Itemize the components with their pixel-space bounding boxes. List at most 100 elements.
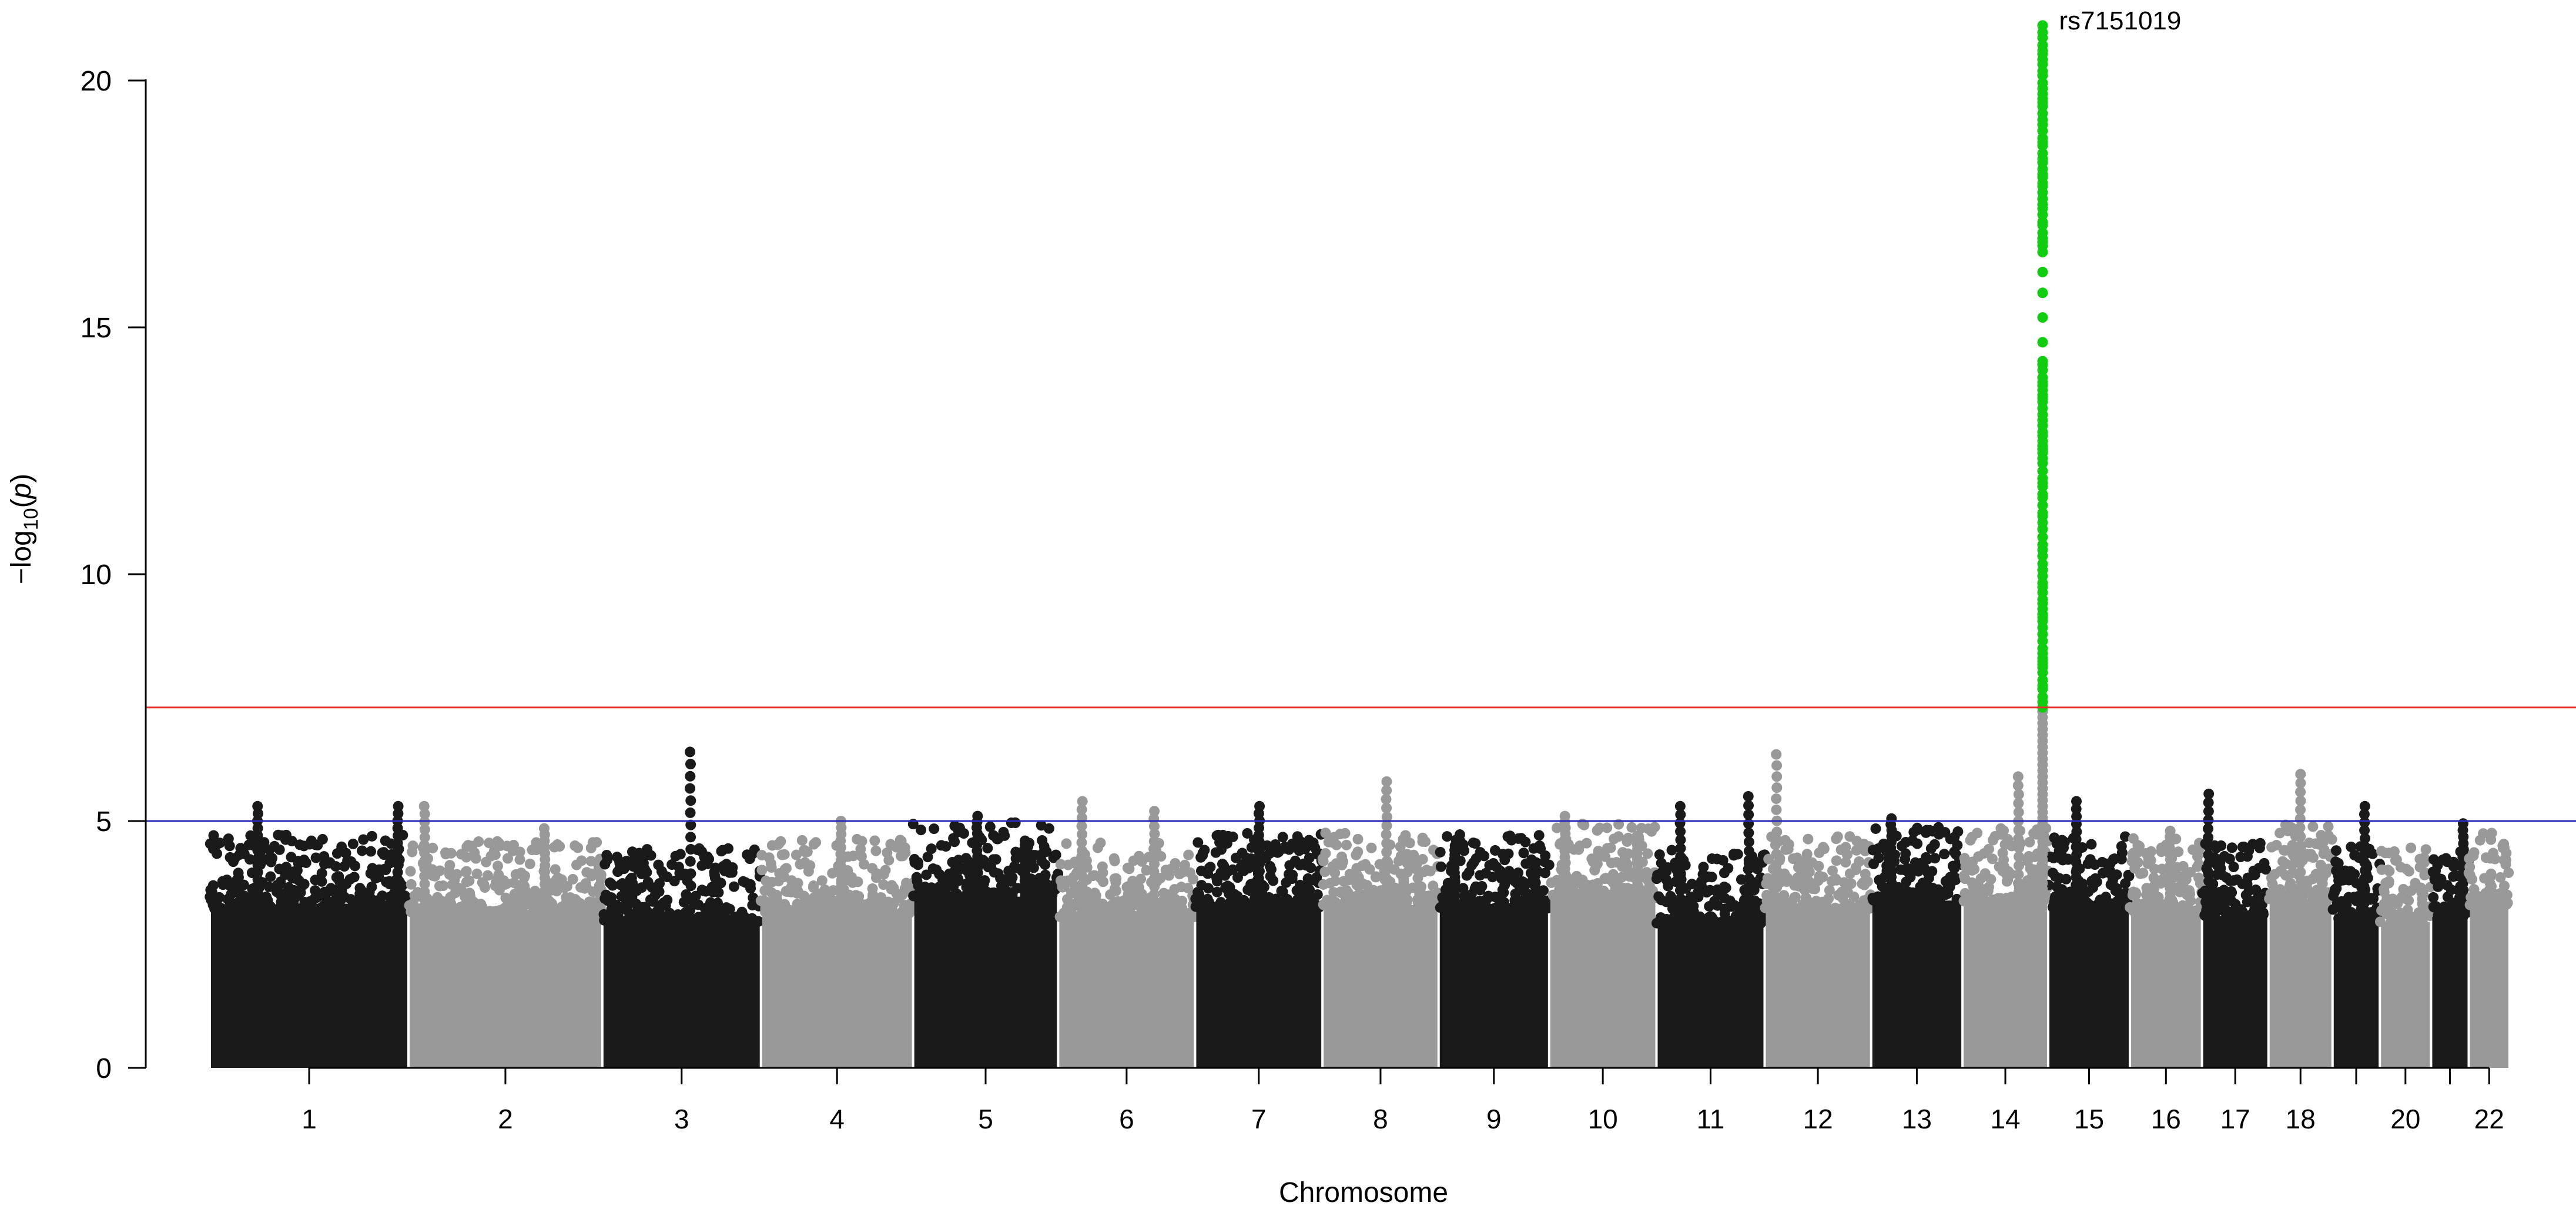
chromosome-13-points: [1867, 813, 1968, 1068]
snp-point: [1381, 900, 1392, 911]
snp-point: [579, 883, 591, 894]
snp-point: [2127, 890, 2138, 901]
snp-point: [538, 823, 550, 834]
snp-point: [1428, 880, 1439, 892]
snp-point: [1965, 835, 1976, 846]
snp-point: [1335, 829, 1346, 840]
snp-point: [601, 889, 612, 900]
snp-point: [1449, 840, 1460, 851]
snp-point: [1771, 782, 1783, 793]
snp-point: [621, 881, 632, 892]
snp-point: [205, 838, 216, 849]
snp-point: [1654, 849, 1665, 860]
snp-point: [877, 905, 889, 916]
snp-point: [482, 870, 493, 881]
snp-point: [1729, 900, 1740, 911]
snp-point: [419, 909, 430, 920]
snp-point: [1607, 869, 1619, 880]
snp-point: [1077, 829, 1088, 840]
snp-point: [2218, 885, 2229, 896]
snp-point: [2253, 889, 2264, 900]
snp-point: [1622, 892, 1633, 903]
snp-point: [1622, 865, 1633, 876]
snp-point: [1068, 887, 1080, 899]
snp-point: [2037, 356, 2048, 367]
snp-point: [1912, 822, 1923, 833]
snp-point: [696, 860, 708, 871]
snp-point: [1320, 848, 1331, 859]
snp-point: [1675, 902, 1686, 913]
snp-point: [208, 830, 219, 841]
snp-point: [444, 869, 455, 880]
snp-point: [2272, 891, 2283, 902]
snp-point: [1579, 819, 1590, 830]
snp-point: [2062, 853, 2073, 865]
snp-point: [238, 879, 249, 890]
chromosome-20-points: [2374, 842, 2436, 1068]
snp-point: [2480, 895, 2491, 906]
snp-point: [2001, 876, 2012, 887]
snp-point: [207, 897, 219, 909]
snp-point: [1395, 841, 1406, 852]
chromosome-11-points: [1651, 791, 1770, 1068]
snp-point: [2037, 558, 2048, 570]
snp-point: [1761, 890, 1773, 901]
snp-point: [1655, 912, 1666, 923]
snp-point: [1058, 907, 1070, 919]
snp-point: [2071, 856, 2082, 867]
x-tick-label: 13: [1902, 1104, 1932, 1134]
snp-point: [1264, 860, 1275, 872]
snp-point: [451, 869, 463, 880]
snp-point: [1754, 913, 1766, 924]
snp-point: [1076, 837, 1087, 848]
snp-point: [440, 847, 451, 858]
snp-point: [224, 840, 235, 852]
snp-point: [468, 850, 479, 862]
snp-point: [1435, 902, 1446, 913]
snp-point: [950, 865, 961, 876]
snp-point: [514, 846, 525, 857]
snp-point: [2286, 860, 2297, 871]
snp-point: [283, 882, 294, 893]
snp-point: [310, 852, 321, 863]
snp-point: [1790, 892, 1801, 903]
chromosome-13-dense-band: [1872, 900, 1962, 1068]
chromosome-9-dense-band: [1439, 908, 1548, 1068]
snp-point: [2490, 896, 2501, 907]
snp-point: [1465, 895, 1476, 906]
snp-point: [1729, 849, 1740, 860]
snp-point: [685, 746, 696, 758]
snp-point: [1675, 893, 1686, 905]
snp-point: [1552, 822, 1563, 833]
snp-point: [856, 851, 867, 862]
snp-point: [1463, 867, 1475, 878]
snp-point: [2203, 893, 2215, 904]
snp-point: [666, 917, 677, 928]
chromosome-3-dense-band: [603, 922, 760, 1068]
snp-point: [571, 859, 582, 870]
snp-point: [2119, 831, 2131, 842]
snp-point: [2295, 795, 2306, 806]
chromosome-6-points: [1054, 796, 1200, 1068]
snp-point: [922, 852, 933, 863]
snp-point: [419, 886, 430, 897]
snp-point: [873, 895, 884, 906]
snp-point: [717, 845, 728, 856]
snp-point: [1149, 806, 1160, 817]
snp-point: [1395, 868, 1406, 879]
snp-point: [1593, 846, 1604, 857]
snp-point: [1581, 838, 1592, 849]
snp-point: [2359, 897, 2370, 908]
snp-point: [1475, 847, 1486, 858]
snp-point: [2071, 887, 2082, 898]
snp-point: [561, 880, 572, 892]
snp-point: [1277, 832, 1288, 843]
snp-point: [1010, 853, 1021, 864]
snp-point: [2296, 876, 2307, 887]
snp-point: [500, 879, 511, 890]
snp-point: [531, 837, 542, 848]
snp-point: [1294, 835, 1305, 846]
snp-point: [802, 906, 813, 917]
snp-point: [1482, 893, 1493, 904]
snp-point: [2376, 846, 2387, 857]
